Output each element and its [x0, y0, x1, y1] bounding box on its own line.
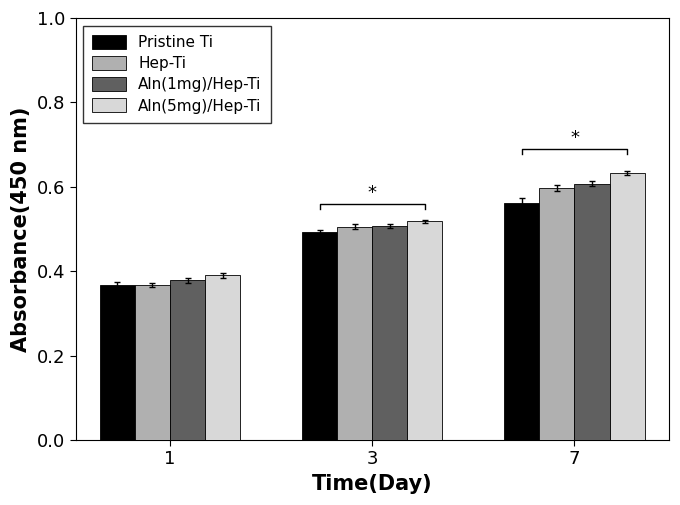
- Bar: [170, 280, 205, 440]
- Bar: [575, 184, 609, 440]
- Bar: [539, 188, 575, 440]
- Bar: [372, 226, 407, 440]
- Bar: [337, 227, 372, 440]
- Bar: [407, 221, 443, 440]
- Bar: [609, 173, 645, 440]
- Text: *: *: [570, 129, 579, 147]
- Bar: [205, 275, 240, 440]
- Y-axis label: Absorbance(450 nm): Absorbance(450 nm): [11, 107, 31, 351]
- Bar: [100, 285, 135, 440]
- Bar: [505, 203, 539, 440]
- Bar: [302, 232, 337, 440]
- Text: *: *: [368, 184, 377, 201]
- X-axis label: Time(Day): Time(Day): [312, 474, 432, 494]
- Bar: [135, 285, 170, 440]
- Legend: Pristine Ti, Hep-Ti, Aln(1mg)/Hep-Ti, Aln(5mg)/Hep-Ti: Pristine Ti, Hep-Ti, Aln(1mg)/Hep-Ti, Al…: [83, 26, 271, 123]
